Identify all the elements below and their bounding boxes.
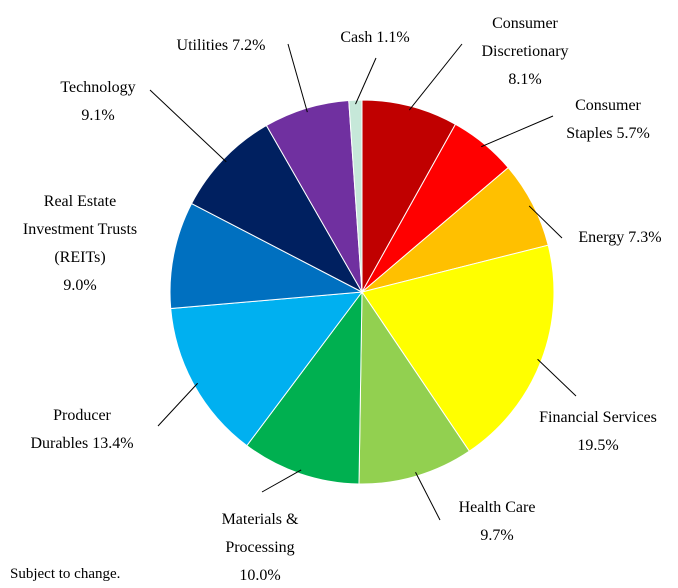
slice-label: Cash 1.1%: [315, 24, 435, 52]
slice-label: Utilities 7.2%: [151, 32, 291, 60]
category-name: Cash: [340, 29, 373, 46]
category-name: Real Estate Investment Trusts (REITs): [22, 193, 138, 266]
leader-line: [528, 205, 563, 239]
value-label: 9.1%: [81, 107, 115, 124]
category-name: Technology: [60, 79, 136, 96]
slice-label: Real Estate Investment Trusts (REITs) 9.…: [23, 188, 138, 300]
value-label: 7.2%: [232, 37, 266, 54]
pie-slice: [361, 244, 555, 452]
footnote: Subject to change.: [10, 566, 121, 582]
leader-line: [149, 89, 227, 163]
category-name: Energy: [578, 229, 625, 246]
value-label: 7.3%: [628, 229, 662, 246]
slice-label: Financial Services 19.5%: [533, 404, 663, 460]
leader-line: [537, 358, 577, 397]
slice-label: Materials & Processing 10.0%: [205, 506, 315, 588]
slice-label: Technology 9.1%: [38, 74, 158, 130]
leader-line: [355, 57, 377, 105]
value-label: 1.1%: [376, 29, 410, 46]
category-name: Financial Services: [539, 409, 657, 426]
value-label: 5.7%: [616, 125, 650, 142]
pie-slice: [361, 99, 457, 294]
slice-label: Consumer Discretionary 8.1%: [460, 10, 590, 94]
category-name: Utilities: [176, 37, 229, 54]
slice-label: Consumer Staples 5.7%: [553, 92, 663, 148]
slice-label: Health Care 9.7%: [437, 494, 557, 550]
value-label: 8.1%: [508, 71, 542, 88]
leader-line: [415, 471, 441, 521]
value-label: 19.5%: [577, 437, 619, 454]
leader-line: [157, 382, 199, 427]
leader-line: [481, 115, 554, 148]
pie-slice: [246, 290, 363, 485]
pie-slice: [348, 99, 363, 293]
category-name: Health Care: [458, 499, 536, 516]
leader-line: [261, 469, 302, 493]
slice-label: Producer Durables 13.4%: [25, 402, 140, 458]
value-label: 9.0%: [63, 277, 97, 294]
category-name: Producer Durables: [30, 407, 111, 452]
pie-slice: [358, 290, 471, 485]
value-label: 9.7%: [480, 527, 514, 544]
category-name: Materials & Processing: [221, 511, 299, 556]
category-name: Consumer Staples: [566, 97, 641, 142]
leader-line: [408, 43, 463, 111]
category-name: Consumer Discretionary: [481, 15, 569, 60]
pie-slice: [170, 291, 364, 447]
slice-label: Energy 7.3%: [550, 224, 678, 252]
leader-line: [287, 43, 308, 113]
value-label: 10.0%: [239, 567, 281, 584]
pie-slice: [169, 202, 364, 310]
value-label: 13.4%: [92, 435, 134, 452]
